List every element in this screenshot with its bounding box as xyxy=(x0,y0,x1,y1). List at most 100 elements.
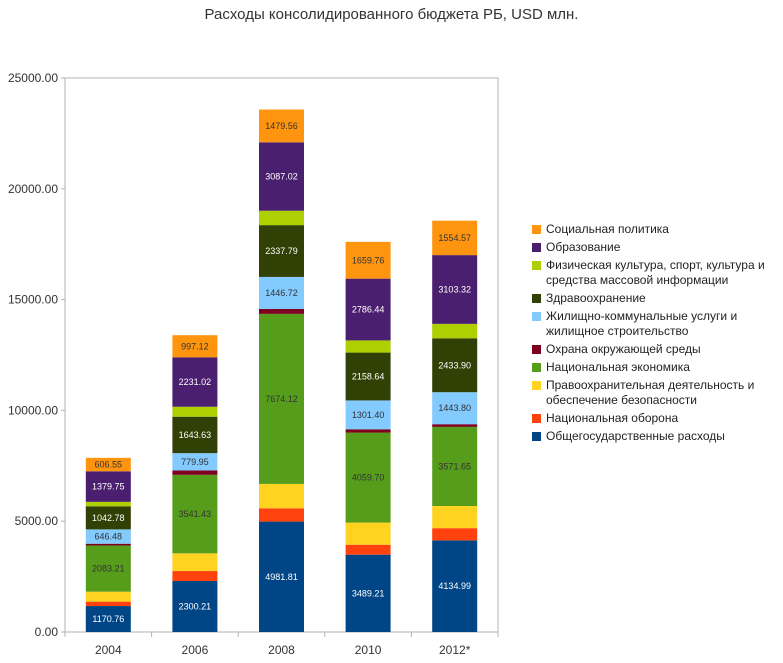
bar-segment xyxy=(259,276,304,309)
legend-swatch xyxy=(532,312,541,321)
bar-segment xyxy=(345,522,391,545)
data-label: 1554.57 xyxy=(438,233,471,243)
data-label: 606.55 xyxy=(95,460,123,470)
bar-segment xyxy=(85,471,131,502)
bar-segment xyxy=(345,278,391,341)
bar-segment xyxy=(172,581,218,632)
bar-segment xyxy=(172,335,218,358)
y-tick-label: 5000.00 xyxy=(15,514,59,528)
bar-segment xyxy=(432,528,478,541)
y-tick-label: 15000.00 xyxy=(8,293,58,307)
data-label: 1042.78 xyxy=(92,513,125,523)
x-tick-label: 2006 xyxy=(182,643,209,657)
data-label: 3571.65 xyxy=(438,461,471,471)
data-label: 2300.21 xyxy=(179,602,212,612)
y-tick-label: 25000.00 xyxy=(8,71,58,85)
bar-segment xyxy=(85,501,131,507)
x-tick-label: 2012* xyxy=(439,643,471,657)
legend-label: Физическая культура, спорт, культура и с… xyxy=(546,258,765,287)
legend-item: Здравоохранение xyxy=(532,291,782,306)
data-label: 1643.63 xyxy=(179,430,212,440)
chart-legend: Социальная политика Образование Физическая… xyxy=(532,222,782,447)
bar-segment xyxy=(85,543,131,546)
bar-segment xyxy=(259,308,304,314)
chart-title: Расходы консолидированного бюджета РБ, U… xyxy=(204,6,579,23)
bar-segment xyxy=(345,429,391,433)
legend-item: Образование xyxy=(532,240,782,255)
data-label: 2158.64 xyxy=(352,372,385,382)
legend-swatch xyxy=(532,414,541,423)
legend-item: Правоохранительная деятельность и обеспе… xyxy=(532,378,782,408)
bar-segment xyxy=(432,506,478,529)
legend-label: Национальная оборона xyxy=(546,411,679,425)
bar-segment xyxy=(85,529,131,544)
data-label: 2083.21 xyxy=(92,564,125,574)
data-label: 1659.76 xyxy=(352,255,385,265)
legend-swatch xyxy=(532,363,541,372)
y-tick-label: 20000.00 xyxy=(8,182,58,196)
legend-item: Национальная экономика xyxy=(532,360,782,375)
data-label: 2337.79 xyxy=(265,246,298,256)
legend-swatch xyxy=(532,243,541,252)
y-tick-label: 0.00 xyxy=(35,625,59,639)
legend-item: Охрана окружающей среды xyxy=(532,342,782,357)
legend-swatch xyxy=(532,261,541,270)
bar-segment xyxy=(432,424,478,427)
data-label: 646.48 xyxy=(95,532,123,542)
data-label: 4981.81 xyxy=(265,572,298,582)
legend-item: Социальная политика xyxy=(532,222,782,237)
bar-segment xyxy=(259,521,304,632)
bar-segment xyxy=(345,352,391,401)
x-tick-label: 2008 xyxy=(268,643,295,657)
data-label: 1479.56 xyxy=(265,121,298,131)
bar-segment xyxy=(432,338,478,393)
legend-label: Социальная политика xyxy=(546,222,669,236)
legend-swatch xyxy=(532,381,541,390)
bar-segment xyxy=(345,400,391,430)
data-label: 3087.02 xyxy=(265,172,298,182)
data-label: 779.95 xyxy=(181,457,209,467)
data-label: 1301.40 xyxy=(352,410,385,420)
bar-segment xyxy=(172,357,218,407)
legend-label: Правоохранительная деятельность и обеспе… xyxy=(546,378,755,407)
data-label: 1379.75 xyxy=(92,482,125,492)
bar-segment xyxy=(172,416,218,454)
bar-segment xyxy=(85,591,131,602)
bar-segment xyxy=(172,470,218,475)
legend-swatch xyxy=(532,225,541,234)
bar-segment xyxy=(259,313,304,484)
bar-segment xyxy=(172,406,218,417)
bar-segment xyxy=(259,142,304,211)
data-label: 2786.44 xyxy=(352,305,385,315)
legend-swatch xyxy=(532,294,541,303)
data-label: 3103.32 xyxy=(438,284,471,294)
legend-item: Физическая культура, спорт, культура и с… xyxy=(532,258,782,288)
data-label: 1443.80 xyxy=(438,403,471,413)
data-label: 2433.90 xyxy=(438,360,471,370)
bar-segment xyxy=(259,109,304,143)
bar-segment xyxy=(85,545,131,592)
legend-item: Жилищно-коммунальные услуги и жилищное с… xyxy=(532,309,782,339)
legend-item: Национальная оборона xyxy=(532,411,782,426)
data-label: 3541.43 xyxy=(179,509,212,519)
legend-swatch xyxy=(532,345,541,354)
legend-label: Образование xyxy=(546,240,621,254)
bar-segment xyxy=(172,474,218,554)
bar-segment xyxy=(85,601,131,607)
legend-label: Национальная экономика xyxy=(546,360,690,374)
y-tick-label: 10000.00 xyxy=(8,403,58,417)
legend-swatch xyxy=(532,432,541,441)
data-label: 3489.21 xyxy=(352,588,385,598)
plot-area: 0.00 5000.00 10000.00 15000.00 20000.00 25000… xyxy=(8,71,499,657)
legend-label: Охрана окружающей среды xyxy=(546,342,701,356)
bar-segment xyxy=(345,544,391,555)
bar-segment xyxy=(432,426,478,507)
bar-segment xyxy=(345,340,391,353)
data-label: 4059.70 xyxy=(352,473,385,483)
bar-segment xyxy=(432,220,478,256)
x-tick-label: 2010 xyxy=(355,643,382,657)
data-label: 7674.12 xyxy=(265,394,298,404)
data-label: 2231.02 xyxy=(179,377,212,387)
bar-segment xyxy=(345,432,391,523)
